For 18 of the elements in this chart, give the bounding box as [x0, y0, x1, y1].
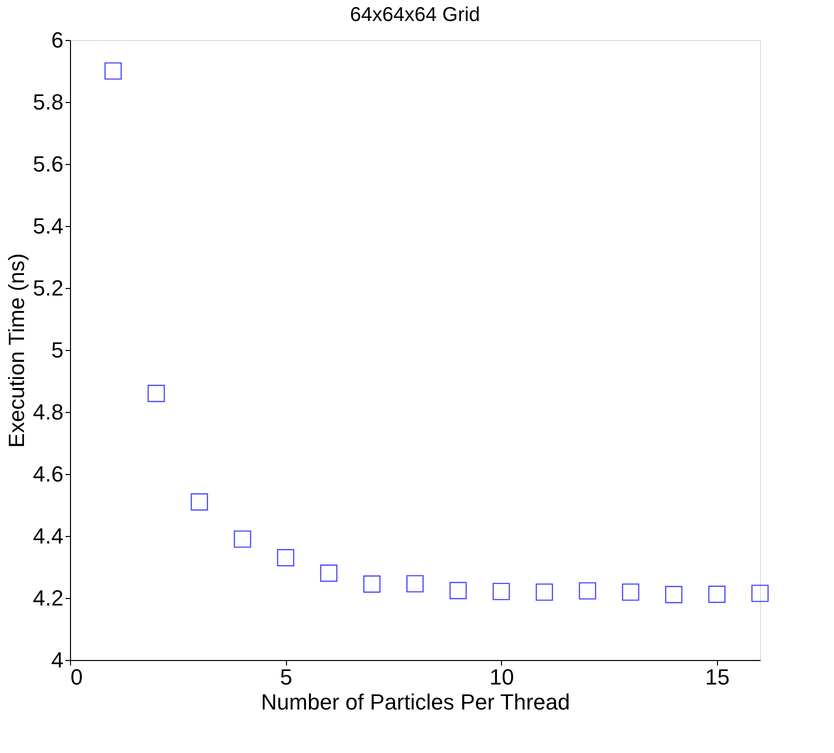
- y-tick-label: 4: [51, 648, 64, 672]
- chart-title: 64x64x64 Grid: [350, 4, 480, 26]
- y-tick-label: 5.2: [32, 276, 64, 300]
- y-tick-label: 4.6: [32, 462, 64, 486]
- x-tick-label: 5: [280, 664, 292, 690]
- y-tick-label: 5: [51, 338, 64, 362]
- y-tick-label: 4.4: [32, 524, 64, 548]
- x-axis-title: Number of Particles Per Thread: [261, 690, 570, 714]
- x-tick-label: 10: [490, 664, 514, 690]
- x-tick-label: 0: [70, 664, 83, 690]
- y-tick-label: 6: [51, 28, 64, 52]
- y-axis-title: Execution Time (ns): [4, 253, 29, 448]
- y-tick-label: 5.8: [32, 90, 64, 114]
- y-tick-label: 4.2: [32, 586, 64, 610]
- y-tick-label: 5.4: [32, 214, 64, 238]
- x-tick-label: 15: [705, 664, 730, 690]
- y-tick-label: 5.6: [32, 152, 64, 176]
- y-tick-label: 4.8: [32, 400, 64, 424]
